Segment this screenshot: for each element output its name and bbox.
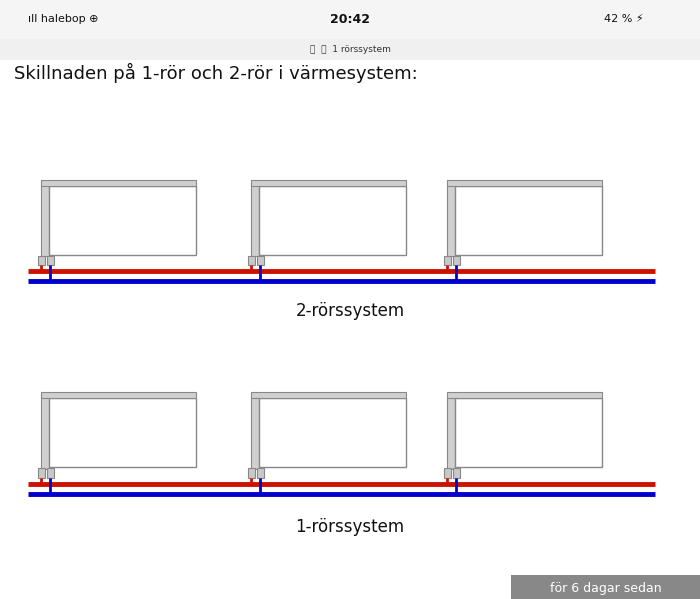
Bar xyxy=(49,398,196,467)
Bar xyxy=(251,392,406,398)
Text: Skillnaden på 1-rör och 2-rör i värmesystem:: Skillnaden på 1-rör och 2-rör i värmesys… xyxy=(14,63,418,83)
Bar xyxy=(444,256,451,265)
Bar xyxy=(251,397,259,469)
Bar xyxy=(38,468,45,478)
Text: ıll halebop ⊕: ıll halebop ⊕ xyxy=(28,14,99,24)
Bar xyxy=(511,575,700,599)
Bar xyxy=(259,398,406,467)
Text: för 6 dagar sedan: för 6 dagar sedan xyxy=(550,582,662,595)
Bar xyxy=(47,468,54,478)
Bar xyxy=(49,186,196,255)
Text: 1-rörssystem: 1-rörssystem xyxy=(295,518,405,536)
Bar xyxy=(453,468,459,478)
Text: 20:42: 20:42 xyxy=(330,13,370,26)
Bar xyxy=(257,468,263,478)
Bar xyxy=(257,256,263,265)
Bar xyxy=(41,180,196,186)
Bar xyxy=(0,0,700,39)
Bar xyxy=(251,180,406,186)
Bar xyxy=(455,398,602,467)
Bar xyxy=(251,184,259,256)
Text: 2-rörssystem: 2-rörssystem xyxy=(295,302,405,320)
Text: 🔍  🔒  1 rörssystem: 🔍 🔒 1 rörssystem xyxy=(309,45,391,55)
Bar xyxy=(455,186,602,255)
Bar xyxy=(447,184,455,256)
Bar xyxy=(47,256,54,265)
Bar xyxy=(259,186,406,255)
Bar xyxy=(248,468,255,478)
Bar xyxy=(444,468,451,478)
Text: 42 % ⚡: 42 % ⚡ xyxy=(604,14,644,24)
Bar xyxy=(447,180,602,186)
Bar xyxy=(447,397,455,469)
Bar xyxy=(447,392,602,398)
Bar xyxy=(41,184,49,256)
Bar xyxy=(41,397,49,469)
Bar xyxy=(453,256,459,265)
Bar xyxy=(0,39,700,60)
Bar xyxy=(248,256,255,265)
Bar xyxy=(38,256,45,265)
Bar xyxy=(41,392,196,398)
